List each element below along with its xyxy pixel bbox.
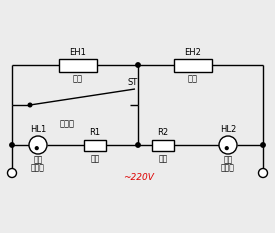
Text: 保温: 保温 <box>223 155 233 164</box>
Bar <box>59 58 97 72</box>
Text: R1: R1 <box>89 128 101 137</box>
Text: 电阵: 电阵 <box>158 154 168 163</box>
Circle shape <box>35 147 38 150</box>
Circle shape <box>219 136 237 154</box>
Circle shape <box>261 143 265 147</box>
Circle shape <box>225 147 228 150</box>
Text: 限温器: 限温器 <box>59 119 75 128</box>
Text: ST: ST <box>127 78 137 87</box>
Text: HL1: HL1 <box>30 125 46 134</box>
Bar <box>84 140 106 151</box>
Text: EH2: EH2 <box>185 48 201 57</box>
Bar <box>174 58 212 72</box>
Circle shape <box>29 136 47 154</box>
Text: EH1: EH1 <box>70 48 86 57</box>
Circle shape <box>136 63 140 67</box>
Text: R2: R2 <box>157 128 169 137</box>
Circle shape <box>10 143 14 147</box>
Text: 煮饣: 煮饣 <box>73 74 83 83</box>
Text: 电阵: 电阵 <box>90 154 100 163</box>
Circle shape <box>28 103 32 107</box>
Text: ~220V: ~220V <box>123 173 153 182</box>
Text: HL2: HL2 <box>220 125 236 134</box>
Bar <box>152 140 174 151</box>
Text: 保温: 保温 <box>188 74 198 83</box>
Text: 指示灯: 指示灯 <box>221 163 235 172</box>
Circle shape <box>7 168 16 178</box>
Text: 煮饣: 煮饣 <box>33 155 43 164</box>
Circle shape <box>136 143 140 147</box>
Circle shape <box>258 168 268 178</box>
Text: 指示灯: 指示灯 <box>31 163 45 172</box>
